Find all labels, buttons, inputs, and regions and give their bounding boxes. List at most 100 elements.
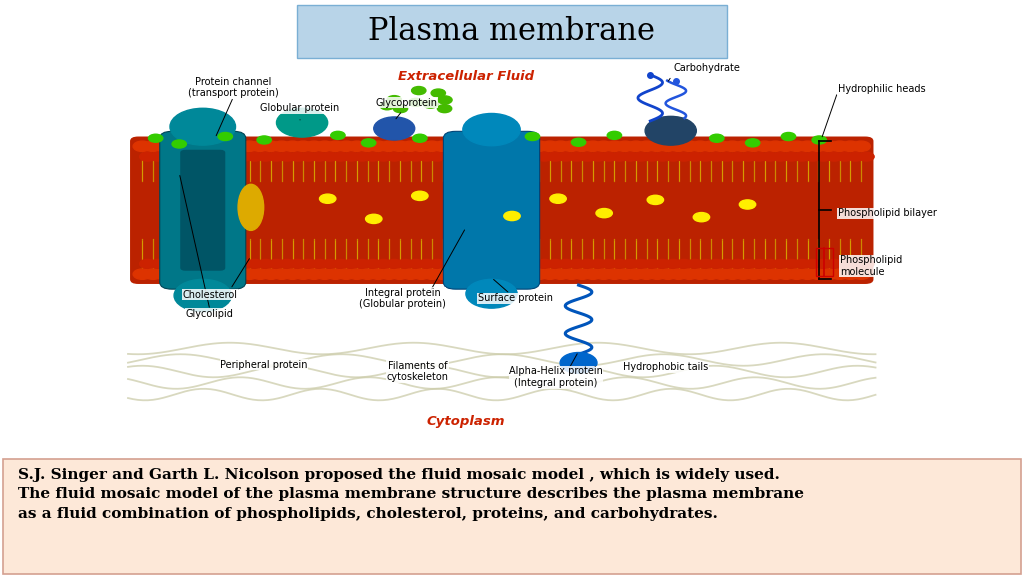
Circle shape [752,152,767,161]
Circle shape [390,141,409,151]
Circle shape [809,269,827,279]
Circle shape [709,259,724,268]
Circle shape [294,141,312,151]
Circle shape [198,141,216,151]
Circle shape [401,141,420,151]
Circle shape [562,141,581,151]
Circle shape [611,259,628,268]
Ellipse shape [238,184,264,230]
Circle shape [451,152,467,161]
Circle shape [509,141,527,151]
Circle shape [783,152,799,161]
Circle shape [165,269,183,279]
Circle shape [311,152,327,161]
Circle shape [687,259,702,268]
Circle shape [830,141,849,151]
Circle shape [794,152,810,161]
Circle shape [719,152,734,161]
Circle shape [487,141,506,151]
Circle shape [284,141,302,151]
Circle shape [151,152,166,161]
Circle shape [547,259,563,268]
Circle shape [858,152,874,161]
Circle shape [437,105,452,113]
Circle shape [237,259,252,268]
Circle shape [333,259,348,268]
Text: Cytoplasm: Cytoplasm [427,415,505,428]
Circle shape [258,259,273,268]
Circle shape [440,152,456,161]
Text: Globular protein: Globular protein [260,103,340,113]
Circle shape [337,141,355,151]
Circle shape [466,141,484,151]
Circle shape [408,259,424,268]
Circle shape [386,259,402,268]
Circle shape [186,141,205,151]
Circle shape [710,134,724,142]
Circle shape [444,269,463,279]
Circle shape [787,269,806,279]
Circle shape [412,269,430,279]
Circle shape [701,269,720,279]
Circle shape [408,152,424,161]
Circle shape [805,259,820,268]
Circle shape [433,141,452,151]
Circle shape [547,152,563,161]
Circle shape [799,269,817,279]
Circle shape [762,259,777,268]
Circle shape [781,132,796,141]
Circle shape [752,259,767,268]
Circle shape [648,269,667,279]
Circle shape [713,269,731,279]
Circle shape [820,141,839,151]
Circle shape [262,269,281,279]
Circle shape [734,141,753,151]
Circle shape [794,259,810,268]
Circle shape [429,152,445,161]
Text: Glycolipid: Glycolipid [186,309,233,319]
Circle shape [172,140,186,148]
Circle shape [601,259,616,268]
Circle shape [573,141,592,151]
Circle shape [358,269,377,279]
Circle shape [229,141,248,151]
Circle shape [333,152,348,161]
Circle shape [762,152,777,161]
Circle shape [525,132,540,141]
Circle shape [284,269,302,279]
Circle shape [644,259,659,268]
Circle shape [423,141,441,151]
Circle shape [648,141,667,151]
Circle shape [315,141,334,151]
Circle shape [584,141,602,151]
Circle shape [568,259,585,268]
Circle shape [676,259,692,268]
Circle shape [139,152,156,161]
Circle shape [701,141,720,151]
Circle shape [390,269,409,279]
Circle shape [550,194,566,203]
Circle shape [251,141,269,151]
Circle shape [740,259,756,268]
Circle shape [161,152,177,161]
Circle shape [133,269,152,279]
Circle shape [365,152,381,161]
Circle shape [186,269,205,279]
Circle shape [225,152,241,161]
Circle shape [498,269,516,279]
Circle shape [419,259,434,268]
Circle shape [734,269,753,279]
Circle shape [723,141,741,151]
Circle shape [584,269,602,279]
Circle shape [666,152,681,161]
Circle shape [537,152,552,161]
Circle shape [251,269,269,279]
Circle shape [354,152,370,161]
Circle shape [370,141,388,151]
Circle shape [787,141,806,151]
Circle shape [376,152,391,161]
Text: Alpha-Helix protein
(Integral protein): Alpha-Helix protein (Integral protein) [509,366,603,388]
Circle shape [815,152,831,161]
Circle shape [412,86,426,94]
Circle shape [380,269,398,279]
